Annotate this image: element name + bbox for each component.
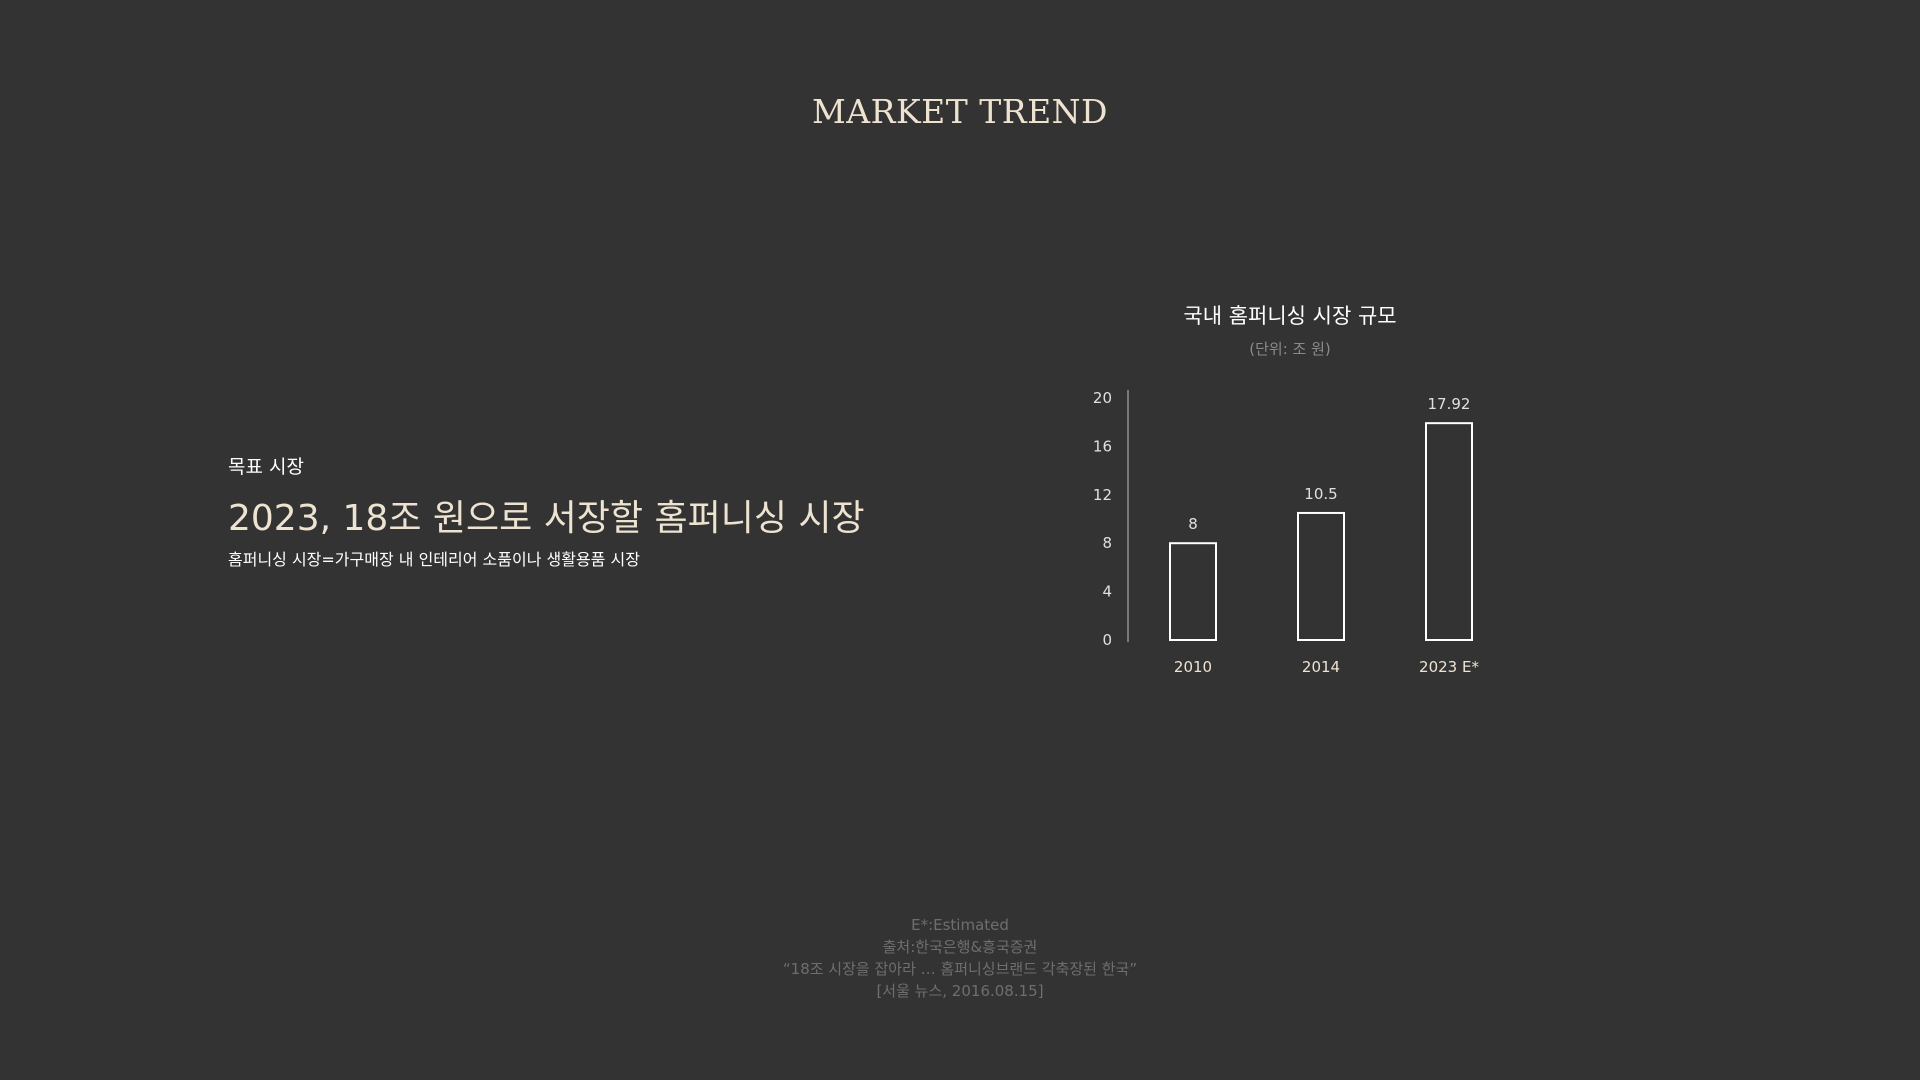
y-tick-label: 16 [1093,437,1112,455]
source-footer: E*:Estimated 출처:한국은행&흥국증권 “18조 시장을 잡아라 …… [0,914,1920,1002]
x-category-label: 2010 [1174,658,1212,676]
bar [1425,422,1473,641]
y-tick-label: 0 [1102,631,1112,649]
x-category-label: 2023 E* [1419,658,1479,676]
bar-value-label: 17.92 [1428,395,1471,413]
market-definition: 홈퍼니싱 시장=가구매장 내 인테리어 소품이나 생활용품 시장 [228,549,640,569]
bar-value-label: 8 [1188,515,1198,533]
bar [1297,511,1345,641]
chart-unit-label: (단위: 조 원) [1249,340,1331,358]
page-title: MARKET TREND [812,92,1108,131]
footer-article-ref: [서울 뉴스, 2016.08.15] [876,982,1044,1000]
y-tick-label: 4 [1102,583,1112,601]
target-market-block: 목표 시장 2023, 18조 원으로 서장할 홈퍼니싱 시장 홈퍼니싱 시장=… [228,456,928,571]
x-category-label: 2014 [1302,658,1340,676]
headline: 2023, 18조 원으로 서장할 홈퍼니싱 시장 [228,497,865,539]
market-size-chart: 국내 홈퍼니싱 시장 규모 (단위: 조 원) 0 4 8 12 16 20 8 2010 10… [1060,290,1520,710]
section-label: 목표 시장 [228,456,304,478]
footer-article-title: “18조 시장을 잡아라 … 홈퍼니싱브랜드 각축장된 한국” [782,960,1138,978]
y-tick-label: 12 [1093,486,1112,504]
chart-title: 국내 홈퍼니싱 시장 규모 [1183,304,1397,328]
bar [1169,542,1217,641]
bar-chart-svg: 0 4 8 12 16 20 8 2010 10.5 2014 17.92 2023 E* [1093,389,1480,676]
footer-source: 출처:한국은행&흥국증권 [882,938,1038,956]
bar-value-label: 10.5 [1304,485,1337,503]
y-tick-label: 20 [1093,389,1112,407]
y-tick-label: 8 [1102,534,1112,552]
footer-estimate-note: E*:Estimated [911,916,1009,934]
